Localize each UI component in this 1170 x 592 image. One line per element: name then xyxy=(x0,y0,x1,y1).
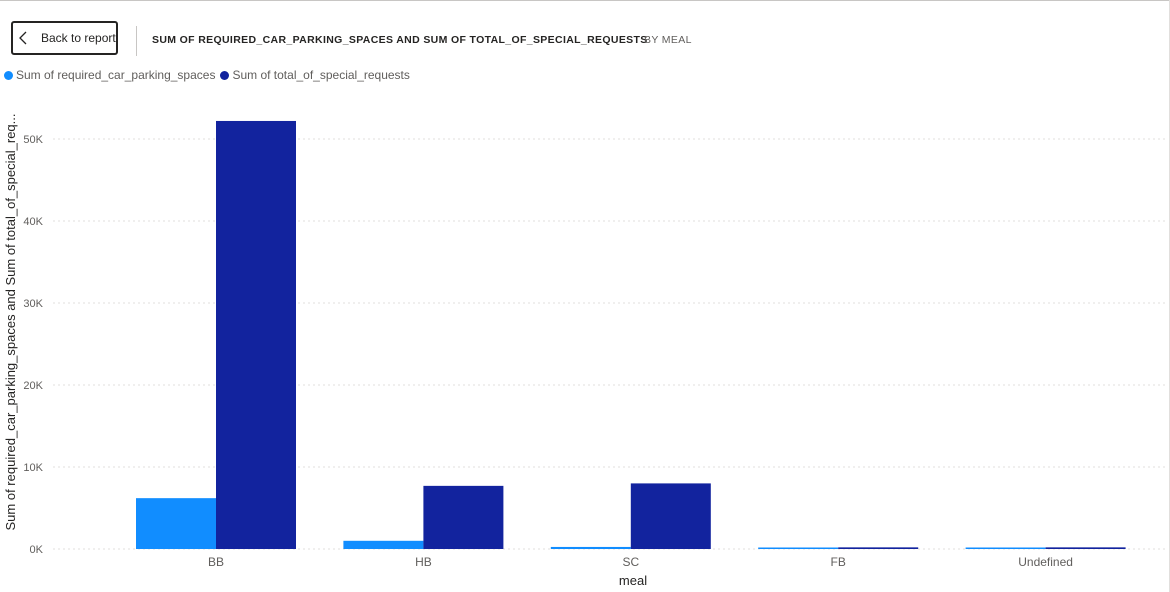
y-tick-label: 40K xyxy=(23,216,43,228)
bar-hb-series-1[interactable] xyxy=(343,540,424,549)
header-divider xyxy=(136,26,137,56)
legend-item-special-requests[interactable]: Sum of total_of_special_requests xyxy=(220,68,410,82)
bar-bb-series-1[interactable] xyxy=(136,498,216,549)
bar-undefined-series-1[interactable] xyxy=(965,547,1046,550)
y-tick-label: 10K xyxy=(23,462,43,474)
top-border xyxy=(0,0,1170,1)
x-tick-label: SC xyxy=(622,555,639,569)
legend-dot-special-requests xyxy=(220,70,230,80)
bar-sc-series-1[interactable] xyxy=(550,546,631,549)
x-axis-title: meal xyxy=(619,573,647,588)
bar-sc-series-2[interactable] xyxy=(630,483,711,549)
legend-label-parking: Sum of required_car_parking_spaces xyxy=(16,68,216,82)
bar-fb-series-2[interactable] xyxy=(838,547,919,549)
chart-legend: Sum of required_car_parking_spaces Sum o… xyxy=(4,68,415,82)
y-tick-label: 50K xyxy=(23,134,43,146)
bar-hb-series-2[interactable] xyxy=(423,485,504,549)
legend-dot-parking xyxy=(4,70,13,80)
legend-item-parking[interactable]: Sum of required_car_parking_spaces xyxy=(4,68,215,82)
y-tick-label: 0K xyxy=(30,544,44,556)
chevron-left-icon xyxy=(19,31,27,45)
x-tick-label: Undefined xyxy=(1018,555,1073,569)
bar-fb-series-1[interactable] xyxy=(758,547,839,550)
chart-title: SUM OF REQUIRED_CAR_PARKING_SPACES AND S… xyxy=(152,34,648,46)
y-axis-title: Sum of required_car_parking_spaces and S… xyxy=(3,114,18,531)
bar-undefined-series-2[interactable] xyxy=(1045,547,1126,549)
bar-bb-series-2[interactable] xyxy=(216,120,296,550)
x-tick-label: FB xyxy=(831,555,846,569)
chart-subtitle: BY MEAL xyxy=(644,34,692,46)
x-tick-label: BB xyxy=(208,555,224,569)
y-tick-label: 30K xyxy=(23,298,43,310)
legend-label-special-requests: Sum of total_of_special_requests xyxy=(232,68,410,82)
y-tick-label: 20K xyxy=(23,380,43,392)
back-to-report-label: Back to report xyxy=(41,31,116,45)
back-to-report-button[interactable]: Back to report xyxy=(11,21,118,55)
x-tick-label: HB xyxy=(415,555,432,569)
